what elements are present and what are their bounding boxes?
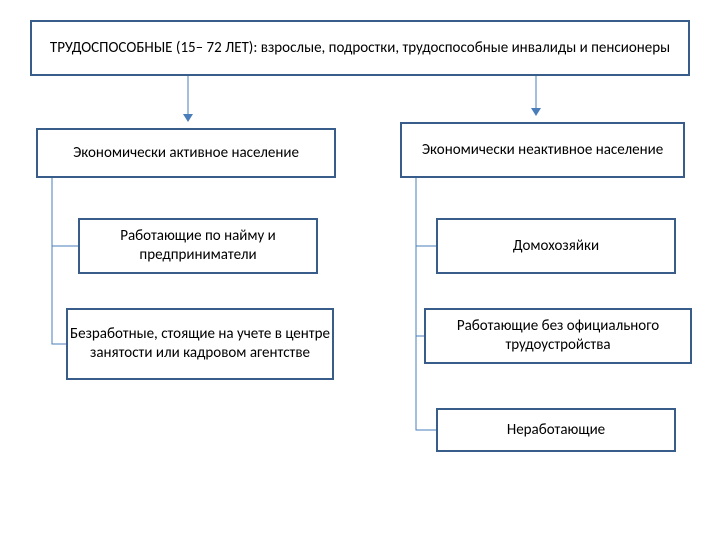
node-notworking-label: Неработающие xyxy=(507,421,605,440)
node-active: Экономически активное население xyxy=(36,128,336,178)
node-hired: Работающие по найму и предприниматели xyxy=(78,218,318,274)
node-unemployed-label: Безработные, стоящие на учете в центре з… xyxy=(68,325,332,363)
node-notworking: Неработающие xyxy=(436,408,676,452)
node-active-label: Экономически активное население xyxy=(73,144,299,163)
node-unemployed: Безработные, стоящие на учете в центре з… xyxy=(66,308,334,380)
node-root: ТРУДОСПОСОБНЫЕ (15– 72 ЛЕТ): взрослые, п… xyxy=(30,20,690,76)
node-root-label: ТРУДОСПОСОБНЫЕ (15– 72 ЛЕТ): взрослые, п… xyxy=(50,39,670,58)
node-inactive: Экономически неактивное население xyxy=(400,122,685,178)
node-informal-label: Работающие без официального трудоустройс… xyxy=(426,317,690,355)
node-housewives: Домохозяйки xyxy=(436,218,676,274)
node-housewives-label: Домохозяйки xyxy=(513,237,599,256)
node-informal: Работающие без официального трудоустройс… xyxy=(424,308,692,364)
node-hired-label: Работающие по найму и предприниматели xyxy=(80,227,316,265)
node-inactive-label: Экономически неактивное население xyxy=(422,141,663,160)
